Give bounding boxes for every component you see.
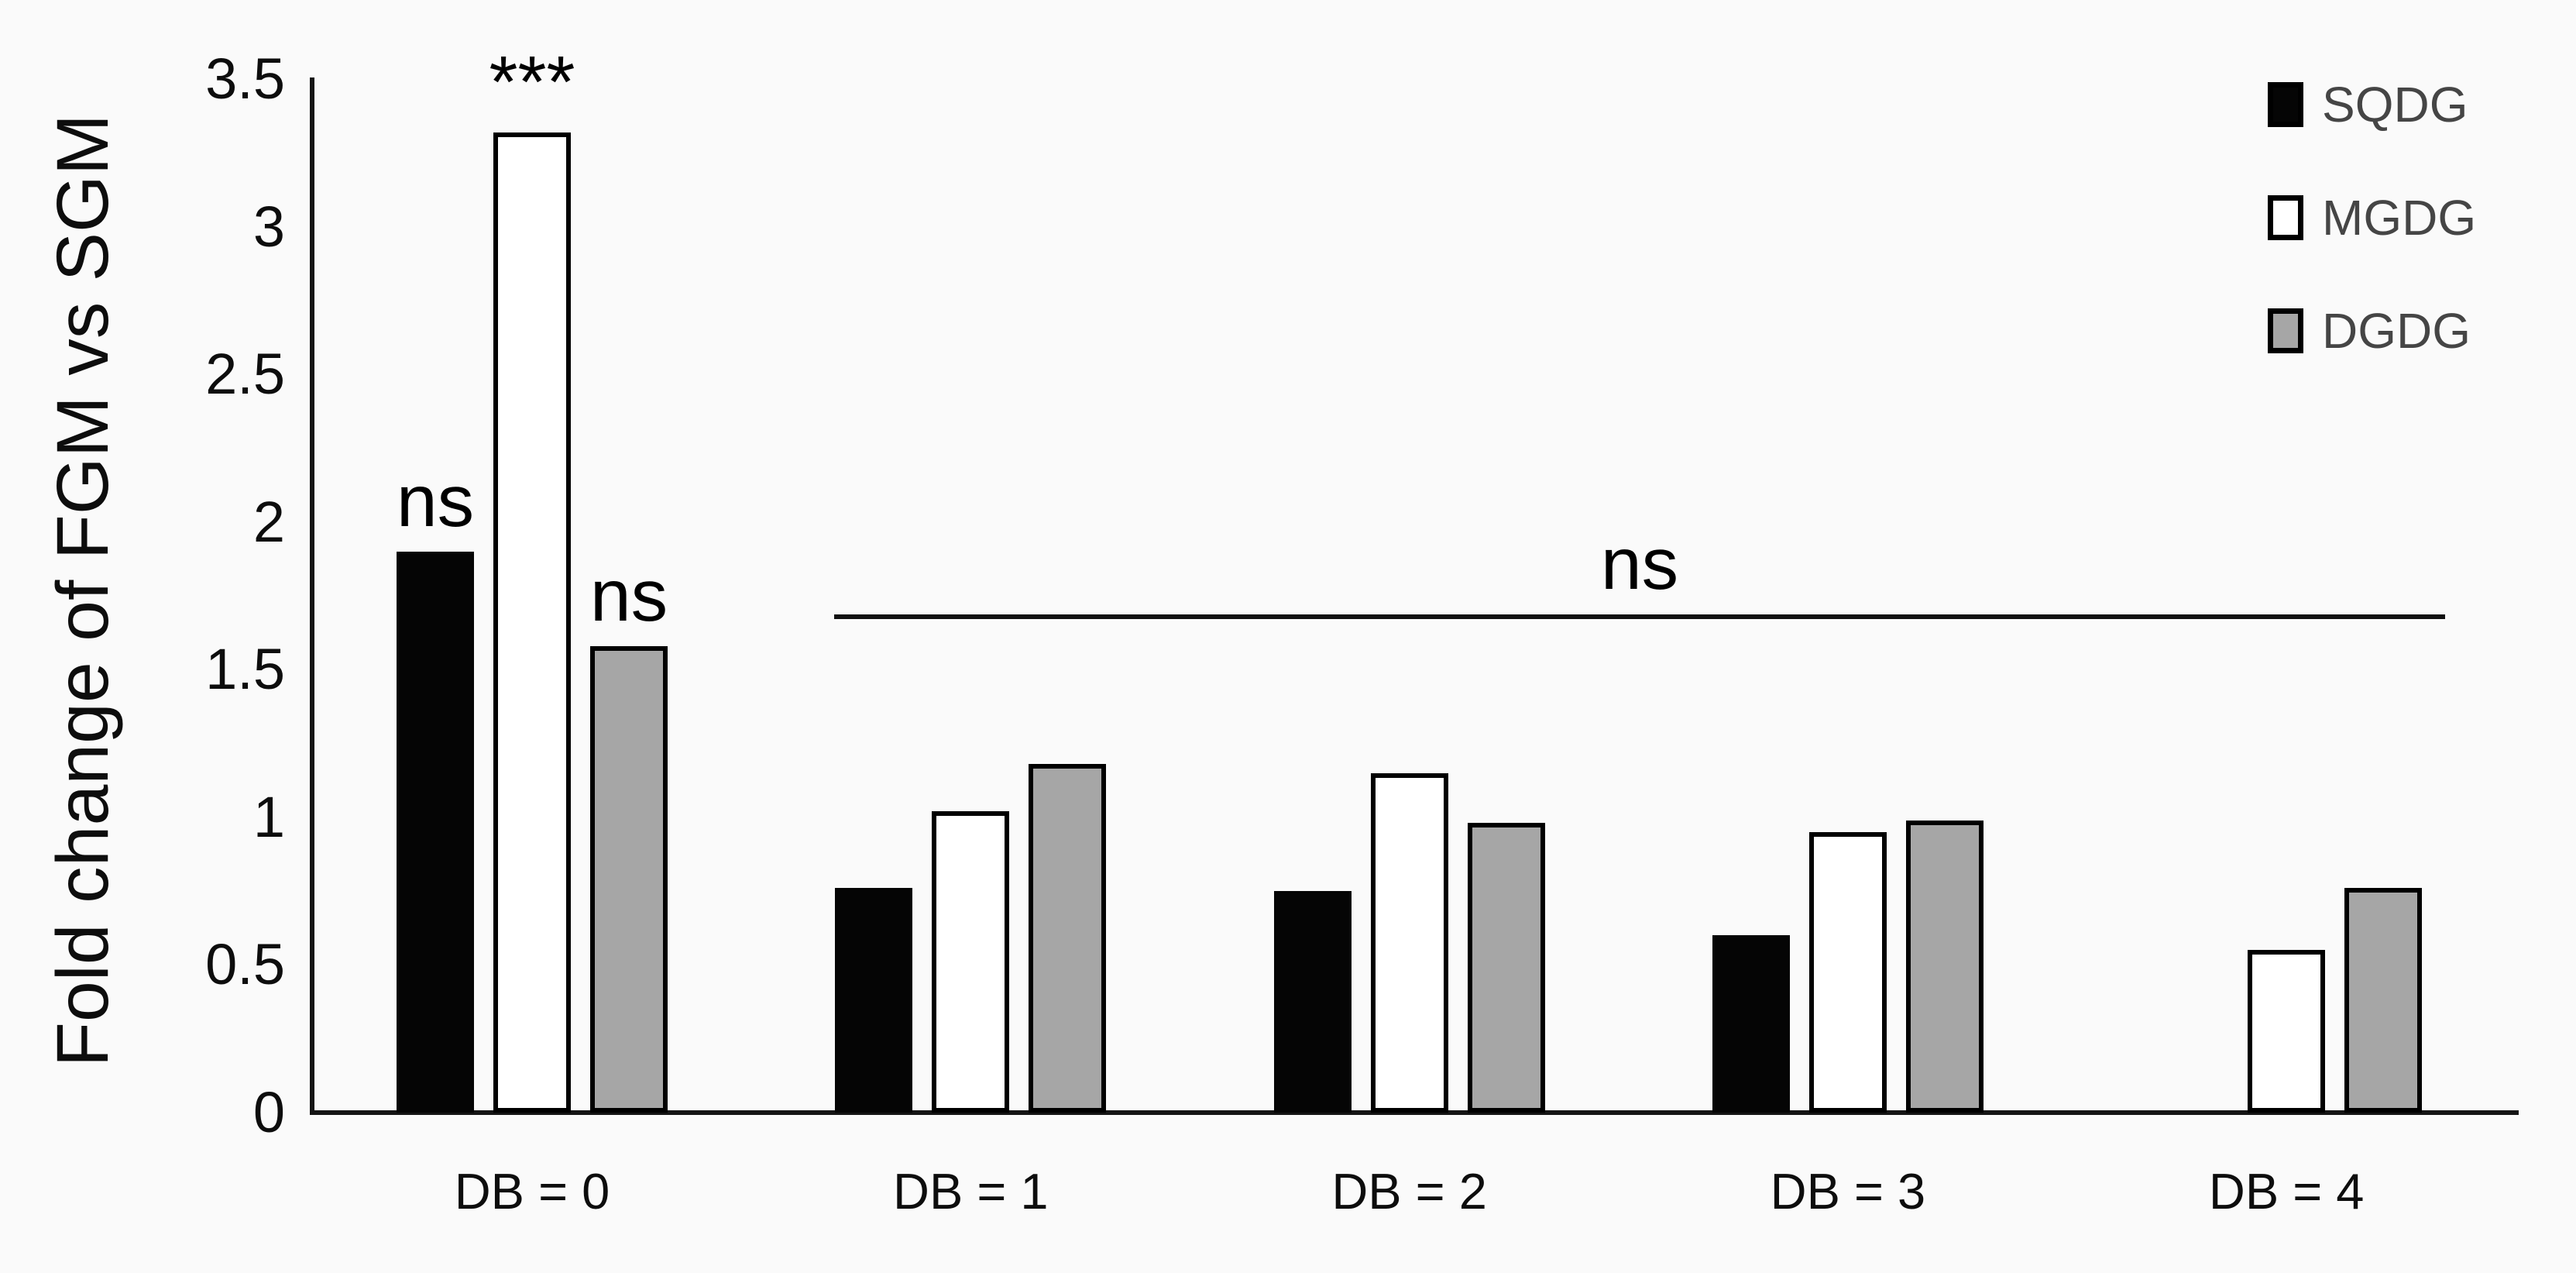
- bar-DGDG-group-3: [1905, 820, 1984, 1113]
- annotation-ns-0: ns: [396, 459, 475, 542]
- bar-MGDG-group-3: [1808, 831, 1887, 1113]
- legend: SQDG MGDG DGDG: [2268, 48, 2476, 387]
- y-axis-title: Fold change of FGM vs SGM: [42, 113, 124, 1068]
- bar-SQDG-group-3: [1712, 935, 1790, 1113]
- y-tick-label-2.5: 2.5: [205, 342, 285, 407]
- legend-row-SQDG: SQDG: [2268, 48, 2476, 161]
- y-tick-label-1: 1: [252, 784, 285, 849]
- y-tick-label-3: 3: [252, 194, 285, 259]
- bar-DGDG-group-0: [590, 645, 668, 1113]
- bar-DGDG-group-4: [2344, 888, 2423, 1113]
- annotation-stars-1: ***: [489, 40, 575, 123]
- bar-MGDG-group-0: [493, 132, 571, 1113]
- x-label-2: DB = 2: [1331, 1163, 1487, 1220]
- x-label-3: DB = 3: [1770, 1163, 1926, 1220]
- legend-label-MGDG: MGDG: [2322, 190, 2477, 246]
- bar-DGDG-group-2: [1467, 823, 1545, 1113]
- x-label-4: DB = 4: [2208, 1163, 2365, 1220]
- legend-label-DGDG: DGDG: [2322, 303, 2471, 359]
- y-tick-label-2: 2: [252, 489, 285, 554]
- legend-label-SQDG: SQDG: [2322, 77, 2468, 132]
- y-tick-label-1.5: 1.5: [205, 637, 285, 702]
- legend-swatch-DGDG: [2268, 308, 2303, 353]
- annotation-bracket-line: [834, 614, 2445, 619]
- bar-SQDG-group-0: [397, 551, 474, 1113]
- legend-row-MGDG: MGDG: [2268, 161, 2476, 274]
- bar-SQDG-group-2: [1273, 891, 1352, 1113]
- legend-swatch-MGDG: [2268, 195, 2303, 240]
- bar-MGDG-group-1: [932, 811, 1010, 1113]
- y-tick-label-0.5: 0.5: [205, 932, 285, 997]
- x-label-1: DB = 1: [893, 1163, 1049, 1220]
- annotation-ns-3: ns: [1600, 523, 1679, 605]
- y-tick-label-0: 0: [252, 1080, 285, 1144]
- bar-MGDG-group-4: [2248, 950, 2326, 1113]
- legend-swatch-SQDG: [2268, 82, 2303, 127]
- y-axis-line: [310, 77, 314, 1115]
- x-axis-line: [310, 1110, 2519, 1115]
- bar-MGDG-group-2: [1370, 772, 1448, 1113]
- legend-row-DGDG: DGDG: [2268, 274, 2476, 387]
- x-label-0: DB = 0: [454, 1163, 610, 1220]
- bar-DGDG-group-1: [1029, 764, 1107, 1113]
- annotation-ns-2: ns: [589, 554, 668, 637]
- bar-SQDG-group-1: [835, 888, 913, 1113]
- y-tick-label-3.5: 3.5: [205, 46, 285, 111]
